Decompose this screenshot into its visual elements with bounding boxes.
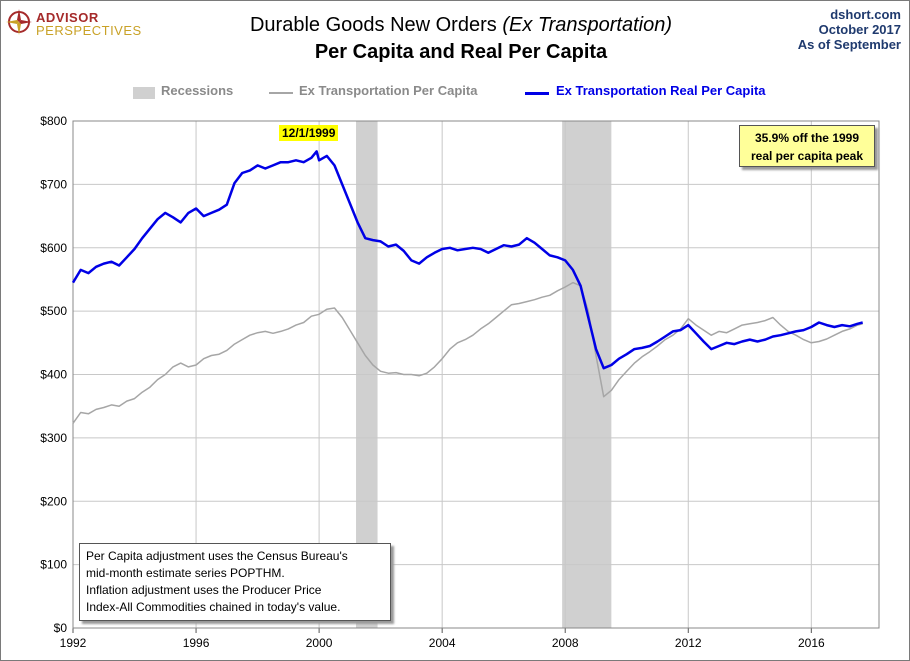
source-date: October 2017 [818,22,901,37]
methodology-note-line: Per Capita adjustment uses the Census Bu… [86,549,348,563]
chart-subtitle: Per Capita and Real Per Capita [314,41,608,63]
legend-swatch-nominal [269,92,293,94]
plot-border [72,120,880,629]
logo-text-secondary: PERSPECTIVES [36,23,142,38]
peak-callout-line1: 35.9% off the 1999 [754,131,860,145]
x-tick-label: 2016 [798,636,825,650]
logo-text-primary: ADVISOR [36,10,99,25]
legend-label-nominal: Ex Transportation Per Capita [299,83,478,98]
chart-title-italic: (Ex Transportation) [502,14,672,36]
x-tick-label: 2008 [552,636,579,650]
y-tick-label: $700 [40,177,67,191]
x-tick-label: 1992 [60,636,87,650]
legend-label-recessions: Recessions [161,83,234,98]
series-line-real-per-capita [71,150,864,370]
peak-callout: 35.9% off the 1999 real per capita peak [739,125,875,167]
source-site: dshort.com [830,7,901,22]
chart-title-main: Durable Goods New Orders [249,14,503,36]
y-tick-label: $200 [40,494,67,508]
x-tick-label: 2000 [306,636,333,650]
legend-swatch-real [525,92,549,95]
y-tick-label: $800 [40,114,67,128]
x-tick-label: 2004 [429,636,456,650]
source-as-of: As of September [797,37,901,52]
chart-title: Durable Goods New Orders (Ex Transportat… [141,14,781,37]
legend-label-real: Ex Transportation Real Per Capita [556,83,766,98]
y-tick-label: $500 [40,304,67,318]
advisor-perspectives-logo: ADVISOR PERSPECTIVES [6,8,146,40]
y-tick-label: $0 [54,621,68,635]
methodology-note-line: Inflation adjustment uses the Producer P… [86,583,322,597]
y-tick-label: $300 [40,431,67,445]
methodology-note: Per Capita adjustment uses the Census Bu… [79,543,391,621]
peak-callout-line2: real per capita peak [750,149,864,163]
x-tick-label: 2012 [675,636,702,650]
y-tick-label: $600 [40,241,67,255]
y-tick-label: $100 [40,558,67,572]
legend-swatch-recessions [133,87,155,99]
y-tick-label: $400 [40,368,67,382]
peak-date-label: 12/1/1999 [279,125,339,141]
methodology-note-line: Index-All Commodities chained in today's… [86,600,341,614]
chart-legend: Recessions Ex Transportation Per Capita … [1,83,910,103]
compass-rose-icon [6,9,32,35]
x-tick-label: 1996 [183,636,210,650]
methodology-note-line: mid-month estimate series POPTHM. [86,566,285,580]
series-line-per-capita [72,281,863,424]
